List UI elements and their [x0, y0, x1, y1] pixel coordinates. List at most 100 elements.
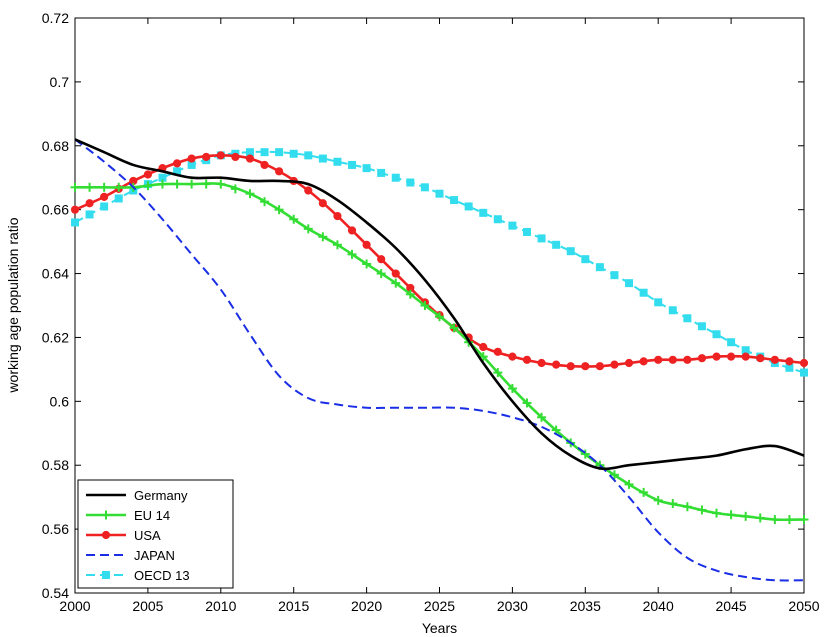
series-marker — [682, 502, 692, 512]
series-marker — [785, 357, 794, 366]
series-marker — [683, 355, 692, 364]
series-marker — [435, 189, 444, 198]
legend-label: JAPAN — [134, 548, 175, 563]
series-marker — [157, 179, 167, 189]
legend-item: JAPAN — [86, 548, 175, 563]
series-line — [74, 182, 805, 522]
series-marker — [639, 288, 648, 297]
series-marker — [362, 164, 371, 173]
y-tick-label: 0.6 — [50, 393, 70, 409]
series-marker — [230, 184, 240, 194]
series-marker — [508, 352, 517, 361]
series-line — [74, 154, 805, 368]
series-marker — [318, 199, 327, 208]
series-marker — [697, 505, 707, 515]
series-marker — [668, 355, 677, 364]
x-tick-label: 2010 — [205, 598, 236, 614]
series-marker — [799, 358, 809, 368]
series-marker — [318, 232, 328, 242]
series-marker — [609, 470, 619, 480]
series-marker — [391, 278, 401, 288]
series-marker — [537, 234, 546, 243]
legend-marker — [101, 510, 111, 520]
series-marker — [318, 154, 327, 163]
series-marker — [85, 210, 94, 219]
y-tick-label: 0.58 — [42, 457, 69, 473]
x-axis-label: Years — [422, 620, 457, 636]
series-marker — [625, 279, 634, 288]
series-marker — [377, 168, 386, 177]
series-marker — [216, 179, 226, 189]
series-marker — [595, 263, 604, 272]
series-layer — [70, 138, 809, 582]
x-tick-label: 2045 — [716, 598, 747, 614]
series-marker — [245, 189, 255, 199]
series-marker — [99, 182, 109, 192]
series-marker — [143, 181, 153, 191]
series-marker — [741, 511, 751, 521]
series-marker — [552, 360, 561, 369]
series-marker — [114, 182, 124, 192]
series-marker — [449, 323, 459, 333]
series-marker — [347, 226, 357, 235]
series-marker — [770, 355, 779, 364]
series-marker — [202, 152, 211, 162]
series-marker — [668, 499, 678, 509]
series-marker — [71, 218, 79, 227]
series-marker — [333, 157, 342, 166]
series-marker — [304, 186, 313, 195]
legend-label: EU 14 — [134, 508, 170, 523]
series-marker — [712, 330, 721, 339]
x-tick-label: 2035 — [570, 598, 601, 614]
series-marker — [435, 312, 444, 322]
series-marker — [683, 314, 692, 323]
series-marker — [508, 221, 517, 230]
series-marker — [100, 202, 109, 211]
series-marker — [348, 160, 357, 169]
series-japan — [74, 138, 805, 582]
series-eu-14 — [70, 179, 809, 525]
legend-label: OECD 13 — [134, 568, 190, 583]
series-marker — [187, 179, 197, 189]
series-marker — [362, 240, 371, 249]
series-marker — [100, 192, 109, 201]
y-tick-label: 0.64 — [42, 266, 69, 282]
series-marker — [580, 449, 590, 459]
series-marker — [799, 515, 809, 525]
series-marker — [333, 211, 342, 221]
y-axis-label: working age population ratio — [5, 217, 21, 393]
series-marker — [362, 259, 372, 269]
x-tick-label: 2025 — [424, 598, 455, 614]
x-tick-label: 2000 — [59, 598, 90, 614]
legend-item: USA — [86, 528, 161, 543]
series-marker — [522, 355, 532, 364]
x-tick-label: 2005 — [132, 598, 163, 614]
series-marker — [85, 199, 94, 208]
y-tick-label: 0.56 — [42, 521, 69, 537]
series-marker — [566, 247, 575, 256]
series-marker — [303, 224, 313, 234]
series-marker — [507, 384, 517, 394]
series-oecd-13 — [71, 148, 808, 377]
series-marker — [581, 255, 590, 264]
series-marker — [377, 255, 386, 264]
series-marker — [566, 362, 575, 371]
series-marker — [741, 352, 750, 361]
series-marker — [552, 240, 561, 249]
series-marker — [537, 358, 546, 368]
series-marker — [289, 214, 299, 224]
series-marker — [420, 183, 429, 192]
y-tick-label: 0.54 — [42, 585, 69, 601]
series-marker — [245, 154, 255, 163]
series-marker — [727, 352, 736, 361]
series-marker — [420, 301, 430, 310]
axis-ticks: 2000 2005 2010 2015 2020 2025 2030 2035 2040 2045… — [42, 10, 820, 614]
legend-item: Germany — [86, 488, 188, 503]
series-marker — [522, 228, 531, 237]
series-marker — [289, 149, 298, 158]
series-marker — [653, 495, 663, 505]
series-marker — [260, 197, 270, 207]
series-marker — [143, 170, 152, 179]
x-tick-label: 2030 — [497, 598, 528, 614]
